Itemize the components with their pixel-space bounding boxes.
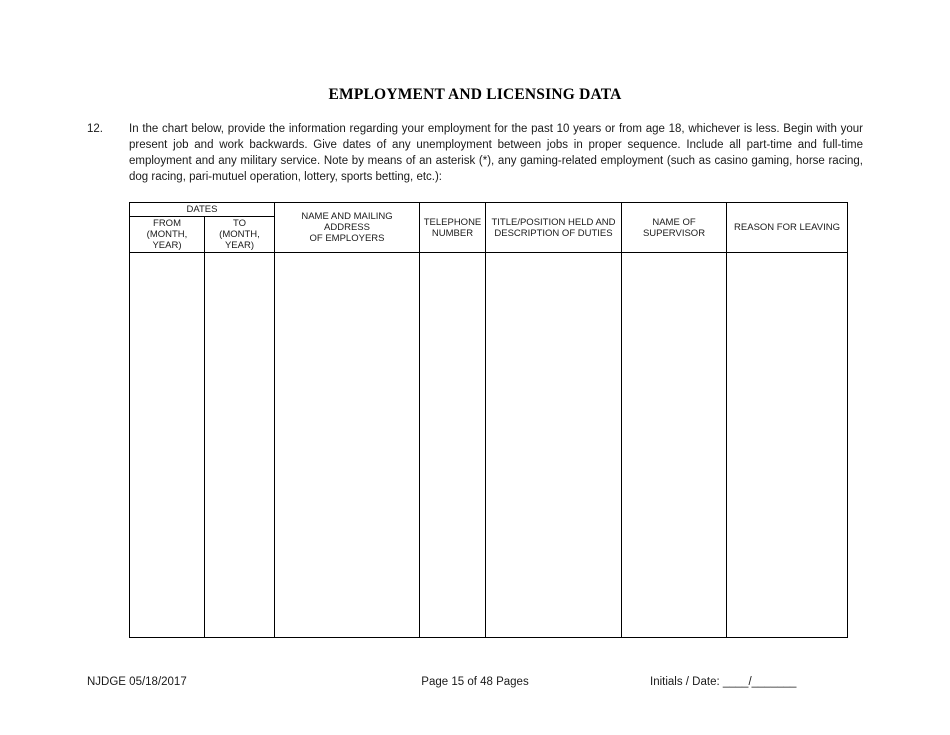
cell-supervisor-name[interactable] xyxy=(621,252,727,638)
item-number: 12. xyxy=(87,123,103,135)
col-header-dates-group: DATES xyxy=(129,202,275,217)
page-title: EMPLOYMENT AND LICENSING DATA xyxy=(328,86,622,103)
col-header-telephone-number: TELEPHONE NUMBER xyxy=(419,202,486,253)
footer-page-number: Page 15 of 48 Pages xyxy=(421,676,529,688)
col-header-title-position: TITLE/POSITION HELD AND DESCRIPTION OF D… xyxy=(485,202,622,253)
cell-telephone-number[interactable] xyxy=(419,252,486,638)
employment-history-table: DATES NAME AND MAILING ADDRESS OF EMPLOY… xyxy=(129,202,848,638)
cell-title-position[interactable] xyxy=(485,252,622,638)
col-header-employer-name-address: NAME AND MAILING ADDRESS OF EMPLOYERS xyxy=(274,202,420,253)
item-instructions: In the chart below, provide the informat… xyxy=(129,123,863,183)
cell-to-date[interactable] xyxy=(204,252,275,638)
cell-reason-for-leaving[interactable] xyxy=(726,252,848,638)
col-header-reason-for-leaving: REASON FOR LEAVING xyxy=(726,202,848,253)
cell-employer-name-address[interactable] xyxy=(274,252,420,638)
footer-initials-date: Initials / Date: ____/_______ xyxy=(650,676,797,688)
col-header-from-date: FROM (MONTH, YEAR) xyxy=(129,216,205,253)
col-header-to-date: TO (MONTH, YEAR) xyxy=(204,216,275,253)
footer-form-code: NJDGE 05/18/2017 xyxy=(87,676,187,688)
employment-entry-row xyxy=(129,252,848,638)
cell-from-date[interactable] xyxy=(129,252,205,638)
col-header-supervisor: NAME OF SUPERVISOR xyxy=(621,202,727,253)
